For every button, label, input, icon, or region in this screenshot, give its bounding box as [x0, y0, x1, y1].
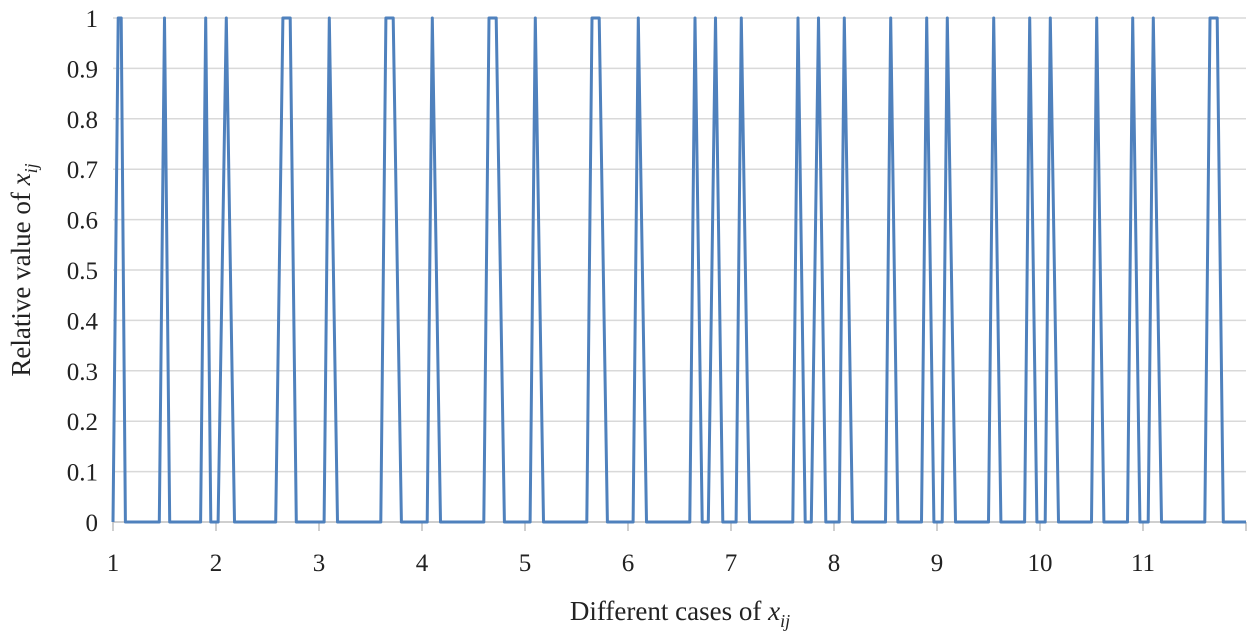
gridlines [113, 17, 1246, 473]
x-tick-label: 8 [828, 550, 841, 577]
y-tick-label: 0.5 [67, 258, 98, 285]
y-axis-title-text: Relative value of [6, 185, 36, 376]
y-tick-label: 0.8 [67, 107, 98, 134]
y-tick-label: 0.3 [67, 359, 98, 386]
y-tick-label: 0 [86, 510, 99, 537]
x-tick-label: 11 [1131, 550, 1155, 577]
y-tick-label: 0.1 [67, 460, 98, 487]
x-axis-title-sub: ij [780, 611, 790, 631]
y-tick-labels: 0 0.1 0.2 0.3 0.4 0.5 0.6 0.7 0.8 0.9 1 [67, 6, 99, 537]
x-axis-title-text: Different cases of [570, 596, 768, 626]
x-axis-title: Different cases of xij [570, 596, 790, 631]
y-axis-title-sub: ij [21, 163, 41, 173]
x-tick-labels: 1 2 3 4 5 6 7 8 9 10 11 [107, 550, 1155, 577]
y-axis-title-var: x [6, 173, 36, 186]
x-axis-title-var: x [767, 596, 780, 626]
x-tick-label: 4 [416, 550, 429, 577]
y-axis-title: Relative value of xij [6, 163, 41, 376]
y-tick-label: 0.9 [67, 56, 98, 83]
x-tick-label: 1 [107, 550, 120, 577]
x-tick-label: 3 [313, 550, 326, 577]
y-tick-label: 0.2 [67, 409, 98, 436]
x-tick-label: 9 [931, 550, 944, 577]
y-tick-label: 0.6 [67, 208, 98, 235]
y-tick-label: 1 [86, 6, 99, 33]
series-line [111, 16, 1246, 524]
y-tick-label: 0.7 [67, 157, 98, 184]
y-tick-label: 0.4 [67, 308, 99, 335]
x-tick-label: 7 [725, 550, 738, 577]
x-tick-label: 2 [210, 550, 223, 577]
series-group [111, 16, 1246, 524]
x-tick-label: 5 [519, 550, 532, 577]
x-tick-label: 10 [1028, 550, 1053, 577]
x-tick-label: 6 [622, 550, 635, 577]
